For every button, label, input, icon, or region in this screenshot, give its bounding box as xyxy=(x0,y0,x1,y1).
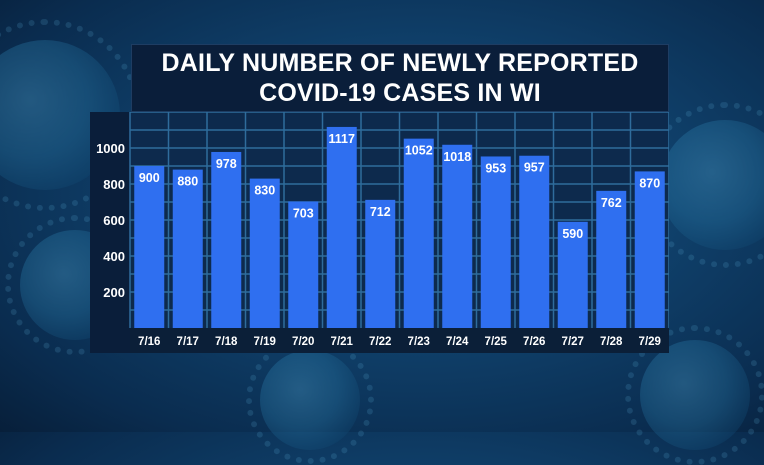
bar xyxy=(634,171,665,328)
bar-value-label: 1117 xyxy=(329,132,355,146)
bar-chart: 200 400 600 800 1000 900 880 978 830 703 1117 712 10… xyxy=(90,112,669,353)
bar xyxy=(403,138,434,328)
chart-title-line-1: DAILY NUMBER OF NEWLY REPORTED xyxy=(161,49,639,77)
bar xyxy=(326,126,357,328)
bar xyxy=(211,151,242,328)
x-tick-label: 7/27 xyxy=(562,336,584,348)
bar-value-label: 870 xyxy=(639,176,660,190)
x-tick-label: 7/22 xyxy=(369,336,391,348)
bar-value-label: 880 xyxy=(177,175,198,189)
bar-value-label: 900 xyxy=(139,171,160,185)
x-tick-label: 7/24 xyxy=(446,336,469,348)
x-axis-strip xyxy=(130,328,669,353)
bar xyxy=(288,201,319,328)
bar-value-label: 1018 xyxy=(443,150,471,164)
bar-value-label: 953 xyxy=(485,161,506,175)
y-tick-label: 800 xyxy=(103,177,125,192)
bar xyxy=(557,221,588,328)
bar-value-label: 762 xyxy=(601,196,622,210)
y-tick-label: 600 xyxy=(103,213,125,228)
x-tick-label: 7/29 xyxy=(639,336,661,348)
x-tick-label: 7/28 xyxy=(600,336,623,348)
x-tick-label: 7/26 xyxy=(523,336,545,348)
bar-value-label: 703 xyxy=(293,206,314,220)
y-tick-label: 1000 xyxy=(96,141,125,156)
bar xyxy=(519,155,550,328)
bar-value-label: 978 xyxy=(216,157,237,171)
x-tick-label: 7/18 xyxy=(215,336,238,348)
virus-decoration xyxy=(246,336,374,464)
bar-value-label: 590 xyxy=(562,227,583,241)
x-tick-label: 7/16 xyxy=(138,336,160,348)
y-tick-label: 200 xyxy=(103,285,125,300)
bar xyxy=(134,166,165,328)
x-tick-label: 7/21 xyxy=(331,336,354,348)
x-tick-label: 7/23 xyxy=(408,336,430,348)
x-tick-label: 7/17 xyxy=(177,336,199,348)
bar-value-label: 830 xyxy=(254,184,275,198)
virus-decoration xyxy=(624,324,764,465)
y-tick-label: 400 xyxy=(103,249,125,264)
bar xyxy=(249,178,280,328)
chart-title-line-2: COVID-19 CASES IN WI xyxy=(259,79,541,107)
chart-title: DAILY NUMBER OF NEWLY REPORTED COVID-19 … xyxy=(131,44,669,112)
bar xyxy=(365,199,396,328)
bar-value-label: 1052 xyxy=(405,144,433,158)
bar xyxy=(480,156,511,328)
chart-panel: 200 400 600 800 1000 900 880 978 830 703 1117 712 10… xyxy=(90,112,669,353)
bar-value-label: 712 xyxy=(370,205,391,219)
x-tick-label: 7/20 xyxy=(292,336,314,348)
bar-value-label: 957 xyxy=(524,161,545,175)
y-axis-strip xyxy=(90,112,130,353)
bar xyxy=(596,190,627,328)
x-tick-label: 7/25 xyxy=(485,336,508,348)
bar xyxy=(442,144,473,328)
x-tick-label: 7/19 xyxy=(254,336,276,348)
virus-decoration xyxy=(641,101,764,269)
bar xyxy=(172,169,203,328)
